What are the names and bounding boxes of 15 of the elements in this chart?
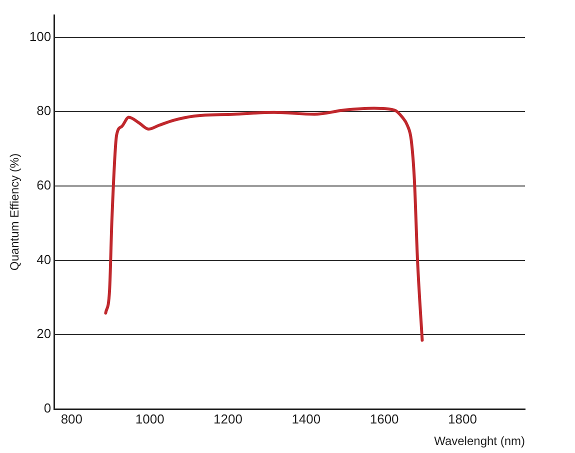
y-axis-title: Quantum Effiency (%) <box>8 153 22 271</box>
y-tick-label: 20 <box>36 326 52 342</box>
x-tick-label: 1600 <box>370 411 399 426</box>
y-tick-label: 100 <box>29 28 52 44</box>
x-tick-label: 1200 <box>214 411 242 426</box>
x-tick-label: 1000 <box>135 411 164 426</box>
x-axis-title: Wavelenght (nm) <box>434 434 525 448</box>
y-tick-label: 40 <box>36 252 52 267</box>
x-tick-label: 800 <box>60 411 83 426</box>
x-tick-label: 1400 <box>292 411 321 426</box>
y-tick-label: 60 <box>36 178 52 193</box>
y-tick-label: 0 <box>44 400 52 416</box>
x-tick-label: 1800 <box>448 411 477 426</box>
line-series <box>104 106 424 342</box>
y-tick-label: 80 <box>36 103 52 118</box>
